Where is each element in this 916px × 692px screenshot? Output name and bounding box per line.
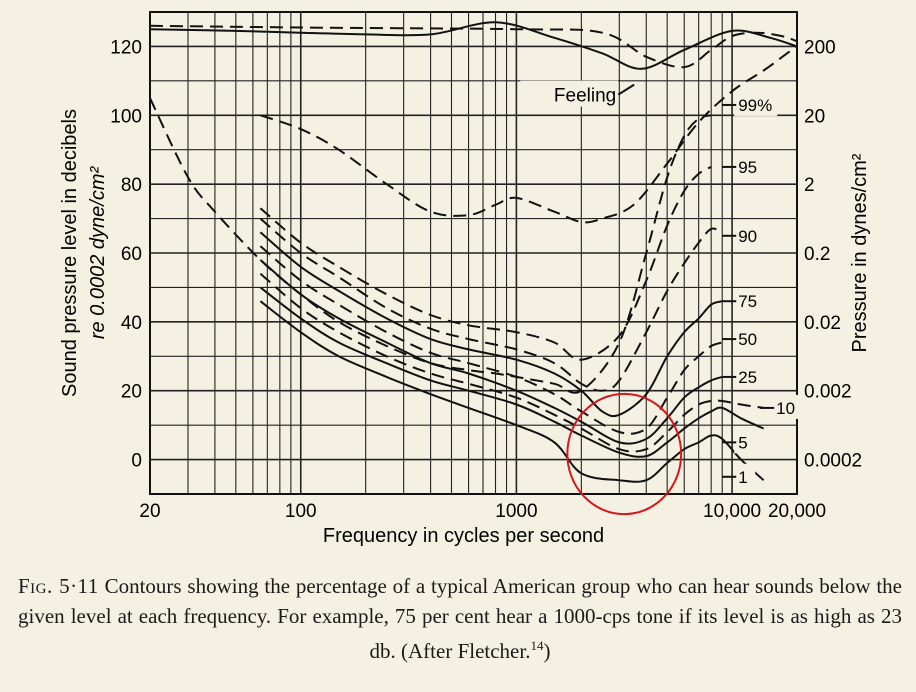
x-axis-label: Frequency in cycles per second: [323, 525, 604, 547]
y2-tick-label: 0.02: [804, 313, 841, 334]
y-tick-label: 40: [121, 313, 142, 334]
curve-label-feeling: Feeling: [554, 86, 616, 107]
curve-label-leader: [617, 83, 635, 96]
curve-label-bg: [520, 80, 619, 107]
y-tick-label: 20: [121, 382, 142, 403]
curve-label-bg: [734, 153, 767, 178]
y2-tick-label: 0.0002: [804, 451, 862, 472]
x-tick-label: 1000: [495, 501, 537, 522]
y2-axis-label: Pressure in dynes/cm²: [849, 153, 871, 352]
curve-label-bg: [734, 429, 756, 454]
curve-label-bg: [734, 463, 756, 488]
chart-series-group: [149, 21, 798, 483]
curve-label-bg: [734, 326, 767, 351]
curve-label-bg: [734, 288, 767, 313]
series-line-1: [259, 300, 765, 483]
y-tick-label: 120: [110, 37, 142, 58]
curve-label-bg: [734, 363, 767, 388]
y-axis-label-line1: Sound pressure level in decibels: [59, 109, 81, 397]
y-tick-label: 0: [131, 451, 142, 472]
y2-tick-label: 0.002: [804, 382, 852, 403]
curve-label-95: 95: [738, 158, 757, 177]
curve-label-50: 50: [738, 330, 757, 349]
series-line-dashed-high: [260, 45, 798, 224]
x-tick-label: 10,000: [703, 501, 761, 522]
caption-text: Contours showing the percentage of a typ…: [18, 574, 902, 663]
curve-label-75: 75: [738, 292, 757, 311]
highlight-group: [566, 392, 683, 516]
curve-label-25: 25: [738, 368, 757, 387]
caption-closing: ): [543, 639, 551, 663]
curve-label-bg: [734, 91, 778, 116]
series-line-feeling: [149, 21, 798, 70]
series-line-99-: [149, 97, 712, 394]
highlight-ellipse: [566, 392, 683, 516]
y2-tick-label: 20: [804, 106, 825, 127]
y2-tick-label: 0.2: [804, 244, 830, 265]
y-tick-label: 60: [121, 244, 142, 265]
curve-label-10: 10: [776, 399, 795, 418]
x-tick-label: 20: [139, 501, 160, 522]
chart-grid: [150, 12, 797, 494]
caption-reference: 14: [530, 638, 544, 653]
y2-tick-label: 2: [804, 175, 815, 196]
x-tick-label: 100: [285, 501, 317, 522]
curve-label-5: 5: [738, 433, 747, 452]
axis-labels: Frequency in cycles per second Sound pres…: [59, 109, 871, 547]
series-line-90: [259, 217, 723, 392]
series-line-95: [259, 166, 712, 361]
y-tick-label: 100: [110, 106, 142, 127]
plot-frame: [149, 11, 798, 495]
y2-tick-label: 200: [804, 37, 836, 58]
curve-labels: Feeling 99% 95 90 75 50 25 10 5 1: [520, 80, 805, 488]
series-line-10: [259, 272, 764, 453]
curve-label-99pct: 99%: [738, 96, 772, 115]
hearing-threshold-chart: 20 100 1000 10,000 20,0000204060801001200.00…: [59, 11, 871, 547]
series-line-50: [259, 245, 723, 435]
curve-label-bg: [772, 394, 805, 419]
figure-caption: Fig. 5·11 Contours showing the percentag…: [18, 571, 902, 666]
series-line-feeling-upper: [149, 24, 798, 69]
y-axis-label-line2: re 0.0002 dyne/cm²: [87, 166, 109, 340]
series-line-75: [259, 231, 723, 418]
series-line-25: [259, 259, 723, 445]
tick-labels: 20 100 1000 10,000 20,0000204060801001200.00…: [110, 37, 862, 522]
series-line-5: [259, 286, 765, 458]
caption-figure-label: Fig. 5·11: [18, 574, 99, 598]
y-tick-label: 80: [121, 175, 142, 196]
curve-label-1: 1: [738, 468, 747, 487]
curve-label-bg: [734, 222, 767, 247]
x-tick-label: 20,000: [768, 501, 826, 522]
curve-label-90: 90: [738, 227, 757, 246]
